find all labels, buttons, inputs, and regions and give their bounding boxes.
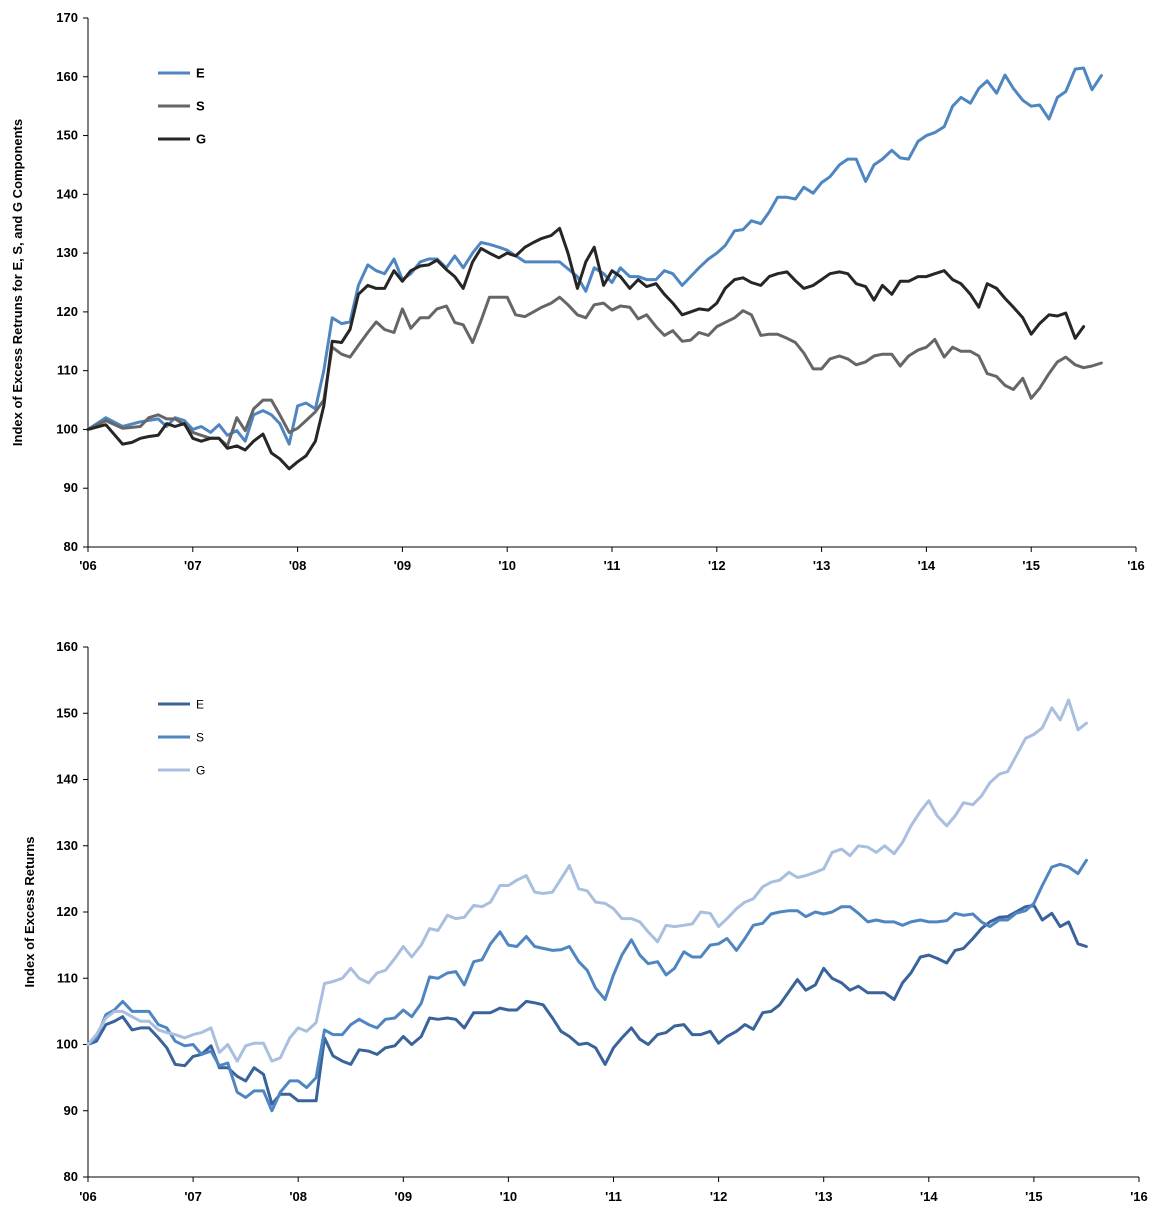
x-tick-label: '06: [79, 558, 97, 573]
y-tick-label: 130: [56, 838, 78, 853]
x-tick-label: '13: [813, 558, 831, 573]
x-tick-label: '10: [498, 558, 516, 573]
y-tick-label: 120: [56, 304, 78, 319]
chart-panel-1: 80 90 100 110 120 130 140 150 160 170 '06 '07 '08 '09…: [10, 10, 1145, 573]
y-tick-label: 120: [56, 904, 78, 919]
x-tick-label: '09: [395, 1189, 413, 1204]
y-tick-label: 100: [56, 1037, 78, 1052]
y-tick-label: 170: [56, 10, 78, 25]
y-tick-label: 160: [56, 69, 78, 84]
x-tick-label: '11: [605, 1189, 622, 1204]
x-tick-label: '10: [500, 1189, 518, 1204]
x-tick-label: '06: [79, 1189, 97, 1204]
x-tick-label: '07: [184, 1189, 202, 1204]
y-tick-label: 150: [56, 128, 78, 143]
y-tick-label: 140: [56, 186, 78, 201]
y-tick-label: 90: [64, 480, 78, 495]
legend-label-E: E: [196, 66, 205, 81]
x-tick-label: '11: [604, 558, 621, 573]
x-tick-label: '15: [1022, 558, 1040, 573]
y-tick-label: 150: [56, 705, 78, 720]
x-tick-label: '12: [710, 1189, 728, 1204]
x-tick-label: '15: [1025, 1189, 1043, 1204]
y-tick-label: 130: [56, 245, 78, 260]
series-line-E: [86, 903, 1088, 1106]
y-axis-title: Index of Excess Retruns for E, S, and G …: [10, 119, 25, 446]
series-line-S: [86, 858, 1088, 1113]
x-tick-label: '07: [184, 558, 202, 573]
y-tick-label: 110: [57, 363, 78, 378]
legend-label-E: E: [196, 698, 204, 712]
y-tick-label: 80: [64, 539, 78, 554]
x-tick-label: '09: [394, 558, 412, 573]
legend-label-G: G: [196, 764, 205, 778]
x-tick-label: '14: [918, 558, 936, 573]
y-tick-label: 160: [56, 639, 78, 654]
x-tick-label: '14: [920, 1189, 938, 1204]
x-tick-label: '13: [815, 1189, 833, 1204]
y-tick-label: 80: [64, 1169, 78, 1184]
y-tick-label: 90: [64, 1103, 78, 1118]
y-tick-label: 110: [57, 970, 78, 985]
y-tick-label: 100: [56, 421, 78, 436]
x-tick-label: '16: [1130, 1189, 1148, 1204]
legend-label-S: S: [196, 99, 205, 114]
x-tick-label: '12: [708, 558, 726, 573]
x-tick-label: '08: [289, 1189, 307, 1204]
y-tick-label: 140: [56, 772, 78, 787]
y-axis-title: Index of Excess Returns: [22, 837, 37, 988]
legend-label-G: G: [196, 132, 206, 147]
x-tick-label: '16: [1127, 558, 1145, 573]
series-line-E: [86, 66, 1103, 446]
legend-label-S: S: [196, 731, 204, 745]
x-tick-label: '08: [289, 558, 307, 573]
series-line-G: [86, 226, 1086, 471]
chart-panel-2: 80 90 100 110 120 130 140 150 160 '06 '07 '08 '09 '10…: [22, 639, 1148, 1204]
series-line-G: [86, 698, 1088, 1063]
series-line-S: [86, 295, 1103, 448]
